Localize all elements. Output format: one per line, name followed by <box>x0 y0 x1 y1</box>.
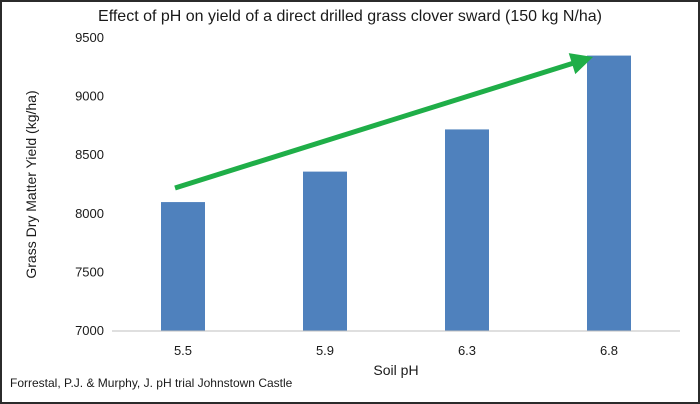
y-tick-label: 7000 <box>75 323 104 338</box>
bar <box>445 129 489 331</box>
bars <box>161 55 631 331</box>
bar <box>587 55 631 331</box>
trend-arrow-shaft <box>174 59 577 191</box>
x-tick-label: 6.8 <box>600 343 618 358</box>
x-tick-label: 6.3 <box>458 343 476 358</box>
x-axis-ticks: 5.5 5.9 6.3 6.8 <box>174 343 618 358</box>
x-tick-label: 5.9 <box>316 343 334 358</box>
y-tick-label: 9000 <box>75 89 104 104</box>
y-tick-label: 8500 <box>75 147 104 162</box>
y-tick-label: 7500 <box>75 264 104 279</box>
y-tick-label: 9500 <box>75 30 104 45</box>
y-axis-label: Grass Dry Matter Yield (kg/ha) <box>23 90 39 278</box>
chart-title: Effect of pH on yield of a direct drille… <box>98 8 602 25</box>
trend-arrow <box>174 53 593 191</box>
bar <box>303 171 347 331</box>
trend-arrow-head <box>568 53 593 75</box>
bar <box>161 202 205 331</box>
y-axis-ticks: 7000 7500 8000 8500 9000 9500 <box>75 30 104 338</box>
x-tick-label: 5.5 <box>174 343 192 358</box>
y-tick-label: 8000 <box>75 206 104 221</box>
source-note: Forrestal, P.J. & Murphy, J. pH trial Jo… <box>10 376 293 390</box>
x-axis-label: Soil pH <box>373 362 418 378</box>
